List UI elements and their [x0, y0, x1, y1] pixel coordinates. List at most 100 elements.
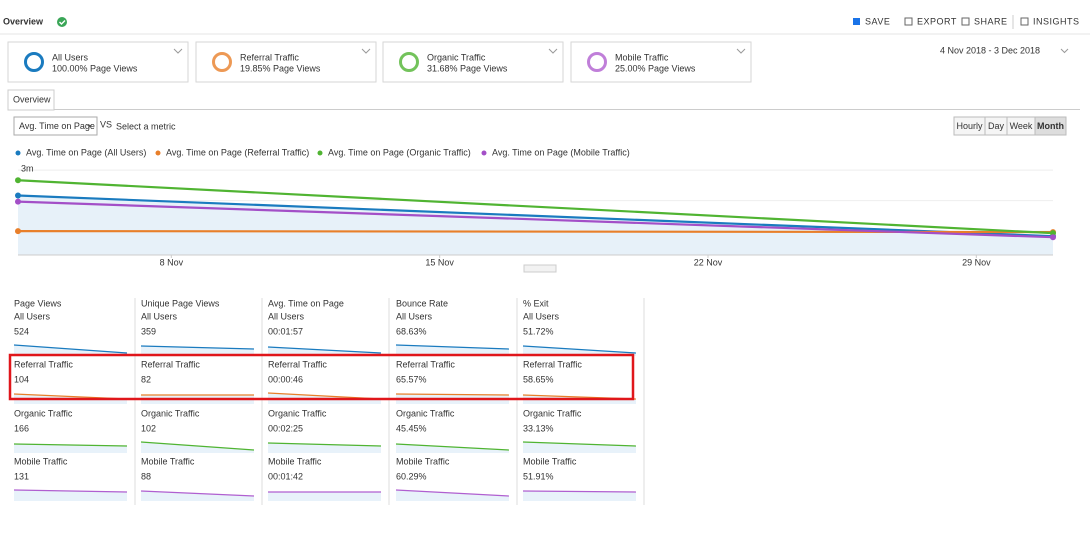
cell-value: 58.65% — [523, 374, 554, 384]
cell-segment: Referral Traffic — [268, 359, 327, 369]
x-tick-label: 8 Nov — [160, 257, 184, 267]
segment-card[interactable] — [570, 41, 752, 83]
granularity-label[interactable]: Week — [1010, 121, 1033, 131]
select-metric[interactable]: Select a metric — [116, 121, 176, 131]
verified-icon — [57, 17, 67, 27]
sparkline-fill — [523, 491, 636, 501]
column-title: Avg. Time on Page — [268, 298, 344, 308]
cell-segment: Organic Traffic — [14, 408, 73, 418]
legend-label[interactable]: Avg. Time on Page (Organic Traffic) — [328, 147, 471, 157]
action-icon[interactable] — [961, 17, 970, 26]
segment-ring — [24, 52, 44, 72]
segment-card[interactable] — [7, 41, 189, 83]
action-button[interactable]: INSIGHTS — [1033, 16, 1080, 26]
segment-chevron — [173, 48, 183, 54]
legend-label[interactable]: Avg. Time on Page (Mobile Traffic) — [492, 147, 630, 157]
date-chevron — [1060, 48, 1069, 54]
segment-name: All Users — [52, 52, 89, 62]
segment-chevron — [548, 48, 558, 54]
sparkline-fill — [141, 491, 254, 501]
sparkline — [267, 346, 382, 354]
cell-segment: Organic Traffic — [396, 408, 455, 418]
sparkline-fill — [14, 444, 127, 453]
sparkline — [140, 441, 255, 451]
tab-line — [8, 109, 1080, 110]
sparkline — [140, 490, 255, 497]
legend-label[interactable]: Avg. Time on Page (Referral Traffic) — [166, 147, 309, 157]
cell-segment: Referral Traffic — [523, 359, 582, 369]
segment-chevron — [736, 48, 746, 54]
cell-segment: Organic Traffic — [523, 408, 582, 418]
action-button[interactable]: SAVE — [865, 16, 890, 26]
metric-label[interactable]: Avg. Time on Page — [19, 121, 95, 131]
sparkline-fill — [396, 490, 509, 501]
legend-label[interactable]: Avg. Time on Page (All Users) — [26, 147, 146, 157]
segment-detail: 31.68% Page Views — [427, 63, 508, 73]
cell-segment: Organic Traffic — [141, 408, 200, 418]
action-button[interactable]: SHARE — [974, 16, 1008, 26]
cell-value: 51.72% — [523, 326, 554, 336]
metric-dropdown[interactable] — [13, 116, 98, 136]
chart-toggle[interactable] — [523, 264, 557, 273]
cell-value: 45.45% — [396, 423, 427, 433]
sparkline — [522, 345, 637, 354]
sparkline-fill — [396, 444, 509, 453]
sparkline-fill — [396, 345, 509, 356]
sparkline — [13, 489, 128, 493]
cell-segment: Mobile Traffic — [268, 456, 322, 466]
column-title: Bounce Rate — [396, 298, 448, 308]
sparkline-fill — [523, 442, 636, 453]
cell-value: 33.13% — [523, 423, 554, 433]
cell-value: 166 — [14, 423, 29, 433]
sparkline — [13, 344, 128, 354]
cell-segment: Referral Traffic — [141, 359, 200, 369]
cell-segment: All Users — [523, 311, 560, 321]
granularity-label[interactable]: Day — [988, 121, 1005, 131]
series-line — [17, 194, 1054, 238]
legend-dot — [317, 150, 323, 156]
cell-segment: Organic Traffic — [268, 408, 327, 418]
sparkline — [395, 344, 510, 350]
cell-value: 00:01:42 — [268, 471, 303, 481]
cell-value: 00:01:57 — [268, 326, 303, 336]
series-point — [1050, 234, 1056, 241]
series-point — [15, 177, 21, 184]
cell-value: 68.63% — [396, 326, 427, 336]
cell-value: 82 — [141, 374, 151, 384]
date-range[interactable]: 4 Nov 2018 - 3 Dec 2018 — [940, 45, 1040, 55]
sparkline-fill — [14, 345, 127, 356]
x-tick-label: 15 Nov — [425, 257, 454, 267]
page-title: Overview — [3, 16, 44, 26]
segment-name: Mobile Traffic — [615, 52, 669, 62]
granularity-button[interactable] — [1034, 116, 1067, 136]
segment-card[interactable] — [195, 41, 377, 83]
segment-chevron — [361, 48, 371, 54]
tab[interactable] — [7, 89, 55, 111]
segment-ring — [587, 52, 607, 72]
granularity-label[interactable]: Hourly — [956, 121, 983, 131]
series-point — [15, 228, 21, 235]
series-point — [15, 192, 21, 199]
action-icon[interactable] — [1020, 17, 1029, 26]
cell-value: 65.57% — [396, 374, 427, 384]
segment-card[interactable] — [382, 41, 564, 83]
segment-name: Organic Traffic — [427, 52, 486, 62]
tab-label[interactable]: Overview — [13, 94, 51, 104]
legend-dot — [15, 150, 21, 156]
sparkline — [395, 489, 510, 497]
cell-value: 131 — [14, 471, 29, 481]
cell-value: 00:02:25 — [268, 423, 303, 433]
action-icon[interactable] — [904, 17, 913, 26]
sparkline-fill — [141, 442, 254, 453]
cell-segment: Mobile Traffic — [141, 456, 195, 466]
cell-segment: All Users — [396, 311, 433, 321]
column-title: Unique Page Views — [141, 298, 220, 308]
action-button[interactable]: EXPORT — [917, 16, 957, 26]
action-icon[interactable] — [853, 18, 860, 25]
cell-value: 359 — [141, 326, 156, 336]
granularity-label[interactable]: Month — [1037, 121, 1064, 131]
cell-segment: Mobile Traffic — [523, 456, 577, 466]
segment-name: Referral Traffic — [240, 52, 299, 62]
x-tick-label: 22 Nov — [694, 257, 723, 267]
